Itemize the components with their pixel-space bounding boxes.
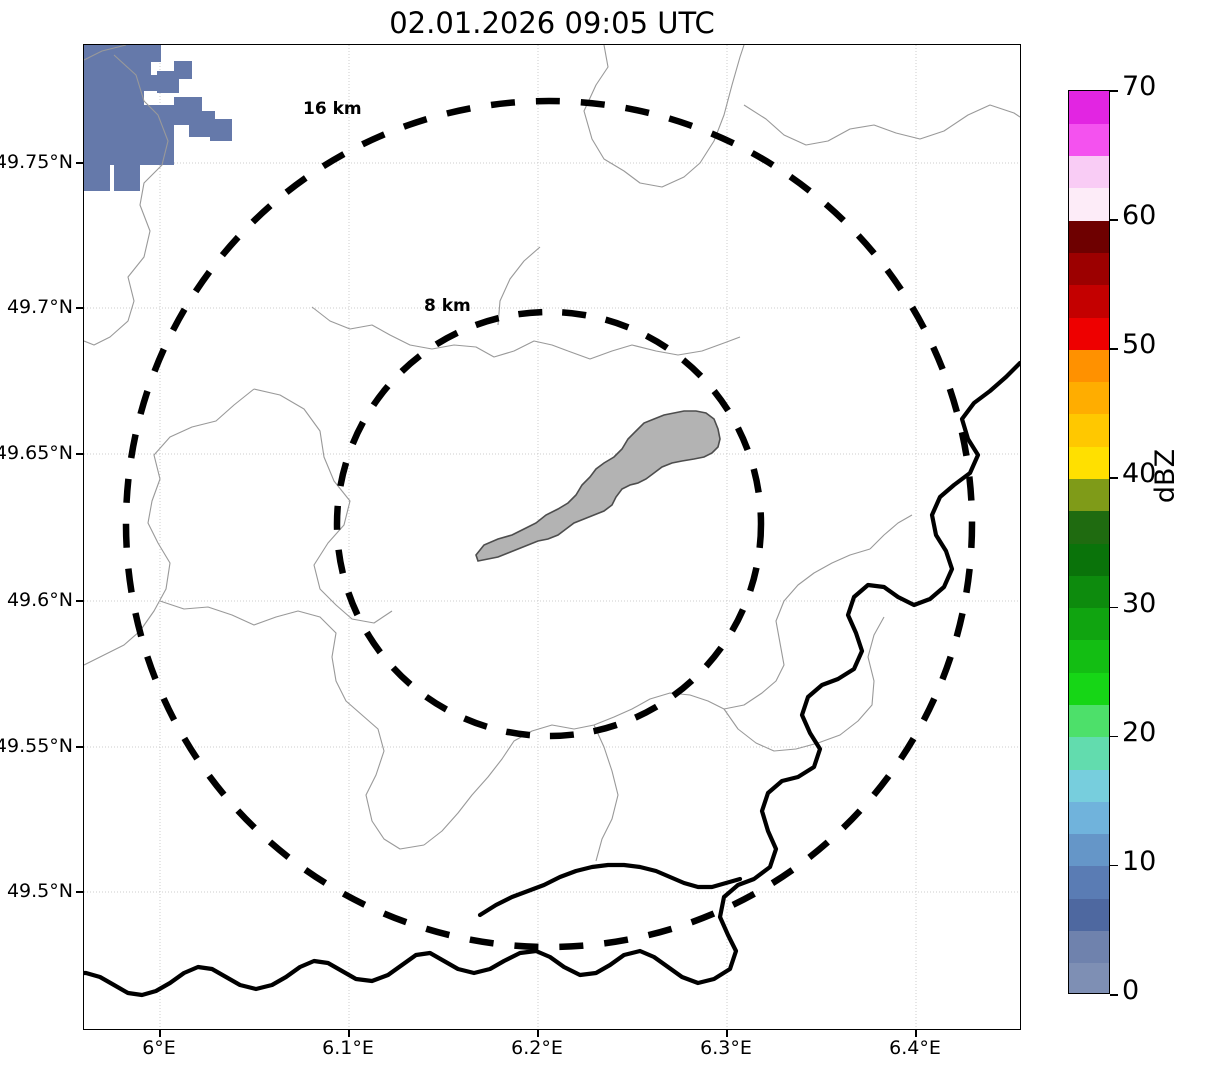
ytick-mark (76, 307, 83, 309)
national-border (84, 360, 1020, 998)
xtick-mark (537, 1030, 539, 1037)
ytick-label-495: 49.5°N (6, 880, 73, 902)
colorbar-tick-label: 0 (1122, 975, 1140, 1006)
colorbar-band (1069, 672, 1109, 706)
ytick-mark (76, 600, 83, 602)
radar-echo-cell (84, 53, 104, 73)
colorbar-band (1069, 801, 1109, 835)
colorbar-tick-label: 10 (1122, 845, 1157, 877)
xtick-label-6: 6°E (142, 1037, 176, 1059)
colorbar-band (1069, 575, 1109, 609)
colorbar-tick-mark (1110, 606, 1118, 609)
radar-echo-cell (144, 135, 174, 165)
range-ring-label-16km: 16 km (303, 99, 362, 119)
colorbar-tick-mark (1110, 348, 1118, 350)
colorbar-band (1069, 284, 1109, 318)
colorbar-band (1069, 962, 1109, 993)
colorbar-band (1069, 220, 1109, 254)
colorbar-band (1069, 478, 1109, 512)
colorbar-tick-label: 40 (1122, 458, 1157, 490)
colorbar-band (1069, 187, 1109, 221)
colorbar-band (1069, 510, 1109, 544)
colorbar-band (1069, 349, 1109, 383)
colorbar-band (1069, 317, 1109, 350)
ytick-mark (76, 453, 83, 455)
colorbar-tick-label: 70 (1122, 71, 1157, 102)
colorbar-tick-label: 60 (1122, 200, 1157, 232)
colorbar-band (1069, 446, 1109, 480)
colorbar-band (1069, 639, 1109, 673)
colorbar-band (1069, 898, 1109, 932)
dbz-colorbar[interactable] (1068, 90, 1110, 994)
xtick-label-62: 6.2°E (511, 1037, 563, 1059)
colorbar-tick-mark (1110, 864, 1118, 867)
colorbar-band (1069, 865, 1109, 899)
colorbar-band (1069, 91, 1109, 124)
ytick-mark (76, 162, 83, 164)
radar-echo-cell (84, 141, 101, 181)
radar-echo-cell (144, 75, 160, 91)
colorbar-band (1069, 607, 1109, 641)
colorbar-band (1069, 252, 1109, 286)
radar-echo-cell (105, 45, 123, 59)
radar-echo-cell (114, 135, 144, 165)
range-rings (122, 97, 976, 951)
colorbar-band (1069, 736, 1109, 770)
radar-echo-cell (174, 61, 192, 79)
xtick-label-61: 6.1°E (322, 1037, 374, 1059)
colorbar-band (1069, 833, 1109, 867)
ytick-label-4955: 49.55°N (0, 735, 73, 757)
map-vector-layer (84, 45, 1020, 1029)
radar-echo-cell (129, 45, 149, 61)
ytick-mark (76, 746, 83, 748)
ytick-label-497: 49.7°N (6, 296, 73, 318)
page-title: 02.01.2026 09:05 UTC (389, 6, 715, 40)
colorbar-band (1069, 123, 1109, 157)
xtick-mark (915, 1030, 917, 1037)
radar-echo-cell (114, 165, 140, 191)
colorbar-band (1069, 381, 1109, 415)
xtick-mark (159, 1030, 161, 1037)
ytick-label-4965: 49.65°N (0, 442, 73, 464)
radar-echo-cell (114, 105, 144, 135)
range-ring-8km (333, 308, 765, 740)
radar-echo-cell (144, 105, 174, 135)
colorbar-tick-label: 30 (1122, 587, 1157, 619)
colorbar-band (1069, 704, 1109, 738)
ytick-label-496: 49.6°N (6, 589, 73, 611)
colorbar-axis-label: dBZ (1150, 448, 1181, 504)
colorbar-band (1069, 930, 1109, 964)
radar-echo-cell (84, 101, 101, 141)
radar-echo-cell (210, 119, 232, 141)
colorbar-tick-mark (1110, 219, 1118, 221)
ytick-mark (76, 891, 83, 893)
colorbar-tick-label: 20 (1122, 716, 1157, 748)
colorbar-tick-label: 50 (1122, 329, 1157, 361)
colorbar-tick-mark (1110, 477, 1118, 480)
colorbar-tick-mark (1110, 90, 1118, 92)
xtick-label-64: 6.4°E (889, 1037, 941, 1059)
city-boundary-polygon (475, 410, 721, 562)
xtick-mark (726, 1030, 728, 1037)
xtick-label-63: 6.3°E (700, 1037, 752, 1059)
ytick-label-4975: 49.75°N (0, 151, 73, 173)
colorbar-tick-mark (1110, 994, 1118, 996)
colorbar-band (1069, 413, 1109, 447)
radar-echo-cell (157, 71, 179, 93)
range-ring-16km (122, 97, 976, 951)
colorbar-band (1069, 543, 1109, 576)
map-plot-area[interactable] (83, 44, 1021, 1030)
colorbar-band (1069, 769, 1109, 802)
colorbar-band (1069, 155, 1109, 189)
xtick-mark (348, 1030, 350, 1037)
colorbar-tick-mark (1110, 735, 1118, 738)
range-ring-label-8km: 8 km (424, 296, 471, 316)
